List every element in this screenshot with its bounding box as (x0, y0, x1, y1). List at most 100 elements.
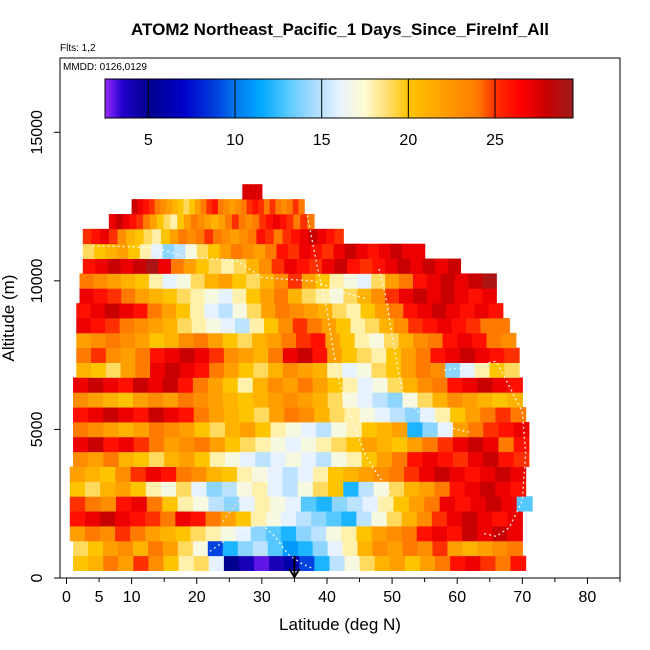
heatmap-cell (449, 481, 466, 497)
heatmap-cell (190, 273, 206, 289)
heatmap-cell (301, 288, 317, 304)
heatmap-cell (362, 496, 379, 512)
heatmap-cell (440, 288, 456, 304)
heatmap-cell (474, 303, 490, 319)
heatmap-cell (300, 422, 317, 438)
heatmap-cell (300, 214, 308, 230)
heatmap-cell (254, 496, 271, 512)
heatmap-cell (312, 481, 329, 497)
heatmap-cell (259, 184, 261, 200)
heatmap-cell (162, 318, 178, 334)
colorbar (104, 78, 574, 119)
heatmap-cell (94, 243, 107, 259)
heatmap-cell (285, 451, 302, 467)
heatmap-cell (263, 199, 271, 215)
heatmap-cell (204, 273, 220, 289)
heatmap-cell (327, 392, 344, 408)
heatmap-cell (384, 258, 399, 274)
heatmap-cell (206, 199, 213, 215)
heatmap-cell (489, 362, 505, 378)
heatmap-cell (388, 466, 405, 482)
heatmap-cell (208, 407, 225, 423)
heatmap-cell (498, 451, 515, 467)
heatmap-cell (69, 511, 86, 527)
heatmap-cell (273, 228, 284, 245)
heatmap-cell (417, 392, 434, 408)
heatmap-cell (135, 347, 151, 363)
heatmap-cell (177, 540, 194, 557)
heatmap-cell (69, 466, 86, 482)
heatmap-cell (329, 288, 345, 304)
heatmap-cell (282, 377, 299, 393)
heatmap-cell (282, 392, 299, 408)
heatmap-cell (266, 332, 282, 349)
heatmap-cell (461, 526, 478, 542)
heatmap-cell (163, 214, 171, 230)
heatmap-cell (386, 511, 403, 527)
heatmap-cell (100, 228, 110, 245)
heatmap-cell (361, 436, 378, 453)
heatmap-cell (260, 288, 275, 304)
heatmap-cell (194, 362, 210, 378)
arrow-marker (288, 556, 301, 579)
y-tick-label: 10000 (29, 259, 46, 304)
colorbar-tick-label: 20 (399, 132, 417, 149)
heatmap-row (73, 422, 530, 438)
heatmap-cell (468, 288, 483, 304)
heatmap-cell (297, 481, 314, 497)
heatmap-cell (185, 243, 198, 259)
heatmap-cell (439, 496, 456, 512)
heatmap-cell (191, 318, 207, 334)
x-tick-label: 30 (253, 589, 271, 606)
heatmap-cell (278, 318, 294, 334)
heatmap-cell (437, 318, 453, 334)
heatmap-cell (93, 273, 108, 289)
heatmap-cell (347, 496, 364, 512)
heatmap-cell (468, 451, 484, 467)
heatmap-cell (265, 511, 282, 527)
heatmap-cell (118, 303, 134, 319)
heatmap-cell (149, 214, 158, 230)
heatmap-cell (145, 466, 162, 482)
heatmap-row (73, 377, 523, 393)
heatmap-cell (128, 243, 141, 259)
heatmap-cell (461, 511, 478, 527)
heatmap-cell (150, 362, 166, 378)
heatmap-cell (265, 526, 282, 542)
heatmap-cell (95, 258, 109, 274)
heatmap-cell (329, 407, 346, 423)
heatmap-cell (452, 422, 469, 438)
heatmap-cell (145, 511, 161, 527)
colorbar-tick-label: 5 (144, 132, 153, 149)
heatmap-cell (220, 318, 236, 334)
heatmap-cell (116, 496, 133, 512)
heatmap-cell (129, 214, 137, 230)
x-tick-label: 0 (62, 589, 71, 606)
heatmap-cell (460, 362, 476, 378)
heatmap-cell (468, 436, 484, 453)
heatmap-cell (377, 496, 394, 512)
heatmap-cell (229, 199, 236, 215)
heatmap-cell (408, 318, 424, 334)
y-tick-label: 15000 (29, 110, 46, 155)
heatmap-cell (312, 347, 328, 363)
chart-title: ATOM2 Northeast_Pacific_1 Days_Since_Fir… (131, 20, 549, 39)
heatmap-cell (222, 377, 239, 393)
heatmap-cell (488, 303, 504, 319)
heatmap-cell (184, 214, 192, 230)
heatmap-cell (179, 347, 195, 363)
heatmap-cell (133, 436, 150, 453)
heatmap-cell (516, 496, 533, 512)
heatmap-cell (435, 407, 451, 423)
heatmap-cell (271, 258, 285, 274)
heatmap-cell (107, 273, 122, 289)
heatmap-cell (135, 273, 150, 289)
heatmap-cell (132, 392, 149, 408)
heatmap-cell (450, 407, 466, 423)
heatmap-cell (427, 332, 444, 349)
heatmap-cell (107, 288, 122, 304)
heatmap-cell (327, 540, 344, 557)
heatmap-cell (135, 362, 151, 378)
heatmap-cell (494, 318, 510, 334)
heatmap-cell (179, 422, 196, 438)
